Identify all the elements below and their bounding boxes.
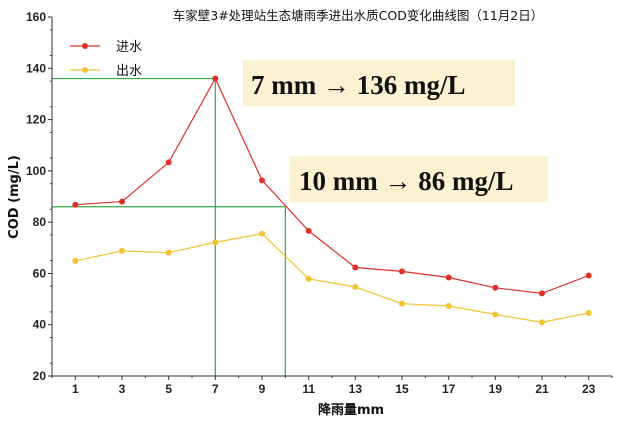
x-tick-label: 13 — [349, 382, 363, 396]
data-point-outflow — [72, 257, 79, 264]
x-tick-label: 9 — [259, 382, 266, 396]
legend-marker-outflow — [82, 67, 88, 73]
data-point-inflow — [585, 272, 592, 279]
y-tick-label: 60 — [33, 266, 47, 280]
data-point-inflow — [399, 268, 405, 275]
data-point-inflow — [539, 290, 545, 297]
annotation-2: 10 mm → 86 mg/L — [290, 156, 548, 202]
x-tick-label: 7 — [212, 382, 219, 396]
x-tick-label: 17 — [442, 382, 456, 396]
data-point-inflow — [165, 159, 172, 166]
data-point-outflow — [165, 249, 172, 256]
y-tick-label: 20 — [33, 369, 47, 383]
legend-label-inflow: 进水 — [116, 40, 142, 55]
data-point-inflow — [72, 201, 79, 208]
data-point-outflow — [539, 319, 545, 326]
data-point-outflow — [585, 309, 592, 316]
y-tick-label: 40 — [33, 318, 47, 332]
legend-label-outflow: 出水 — [116, 64, 142, 79]
y-tick-label: 140 — [26, 61, 46, 75]
x-tick-label: 11 — [302, 382, 315, 396]
annotation-1-box — [243, 60, 515, 106]
data-point-outflow — [399, 300, 405, 307]
data-point-inflow — [212, 75, 219, 82]
annotation-1-text: 7 mm → 136 mg/L — [251, 70, 465, 100]
x-axis-label: 降雨量mm — [318, 402, 384, 418]
data-point-outflow — [445, 302, 452, 309]
data-point-outflow — [212, 239, 219, 246]
legend-marker-inflow — [82, 43, 88, 49]
annotation-1: 7 mm → 136 mg/L — [243, 60, 515, 106]
x-tick-label: 1 — [72, 382, 79, 396]
y-tick-label: 160 — [26, 10, 46, 24]
y-axis-label: COD (mg/L) — [7, 155, 22, 239]
annotation-2-text: 10 mm → 86 mg/L — [299, 166, 513, 196]
x-tick-label: 3 — [119, 382, 126, 396]
x-tick-label: 5 — [165, 382, 172, 396]
series-line-inflow — [75, 77, 589, 295]
data-point-outflow — [119, 247, 125, 254]
data-point-outflow — [352, 284, 359, 291]
data-point-inflow — [119, 198, 125, 205]
chart-title: 车家壁3#处理站生态塘雨季进出水质COD变化曲线图（11月2日） — [173, 8, 543, 23]
reference-lines — [52, 77, 286, 376]
data-point-inflow — [352, 264, 359, 271]
data-point-outflow — [259, 230, 265, 237]
x-tick-label: 19 — [489, 382, 503, 396]
x-tick-label: 21 — [535, 382, 549, 396]
y-tick-label: 100 — [26, 164, 46, 178]
data-point-inflow — [492, 284, 499, 291]
x-tick-label: 15 — [395, 382, 409, 396]
series-line-outflow — [75, 233, 589, 324]
data-point-outflow — [305, 275, 312, 282]
data-point-inflow — [305, 227, 312, 234]
y-tick-label: 120 — [26, 113, 46, 127]
y-tick-label: 80 — [33, 215, 47, 229]
data-point-inflow — [259, 177, 265, 184]
annotation-2-box — [290, 156, 548, 202]
data-point-outflow — [492, 311, 499, 318]
series-layer — [72, 75, 592, 326]
legend: 进水 出水 — [70, 40, 142, 79]
x-tick-label: 23 — [582, 382, 596, 396]
data-point-inflow — [445, 274, 452, 281]
